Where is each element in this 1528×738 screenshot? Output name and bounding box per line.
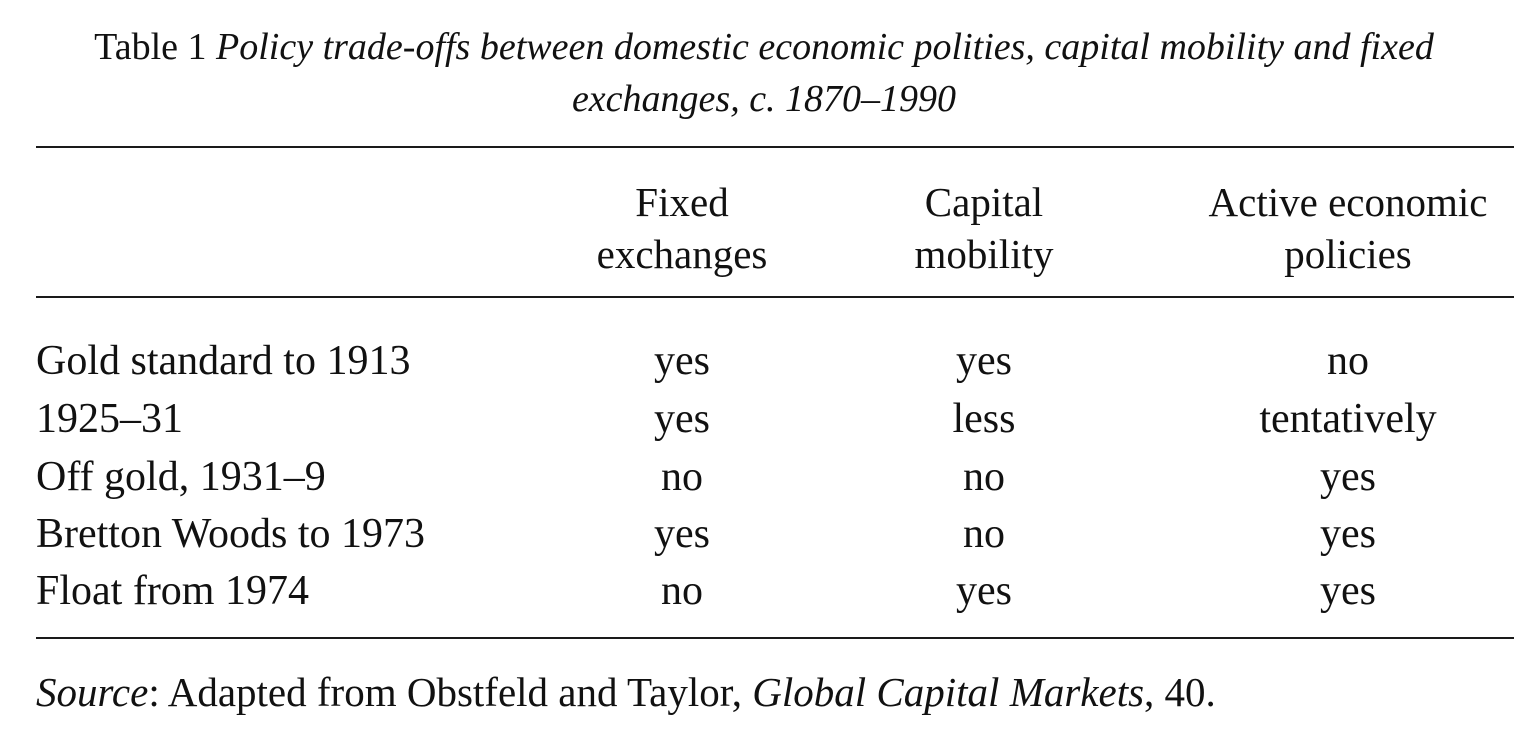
cell-fixed-exchanges: no [661, 454, 703, 500]
cell-active-policies: no [1327, 338, 1369, 384]
row-label: Gold standard to 1913 [36, 338, 411, 384]
source-text: Adapted from Obstfeld and Taylor, [159, 669, 753, 715]
table-title-part-2: exchanges, c. 1870–1990 [571, 78, 957, 120]
column-header-line: exchanges [596, 231, 768, 277]
source-page: , 40. [1144, 669, 1216, 715]
caption-line-1: Table 1 Policy trade-offs between domest… [0, 24, 1528, 70]
cell-fixed-exchanges: yes [654, 338, 710, 384]
column-header-line: policies [1284, 231, 1412, 277]
table-row: Gold standard to 1913 yes yes no [0, 333, 1528, 389]
table-row: Bretton Woods to 1973 yes no yes [0, 506, 1528, 562]
row-label: 1925–31 [36, 396, 183, 442]
column-header-capital-mobility: Capital mobility [866, 176, 1102, 280]
cell-fixed-exchanges: yes [654, 511, 710, 557]
cell-active-policies: yes [1320, 511, 1376, 557]
cell-capital-mobility: less [952, 396, 1016, 442]
cell-capital-mobility: yes [956, 568, 1012, 614]
source-book-title: Global Capital Markets [752, 669, 1145, 715]
cell-fixed-exchanges: yes [654, 396, 710, 442]
column-header-line: Fixed [635, 179, 729, 225]
column-header-line: mobility [914, 231, 1054, 277]
cell-capital-mobility: yes [956, 338, 1012, 384]
table-row: 1925–31 yes less tentatively [0, 391, 1528, 447]
table-row: Off gold, 1931–9 no no yes [0, 449, 1528, 505]
caption-line-2: exchanges, c. 1870–1990 [0, 76, 1528, 122]
cell-active-policies: tentatively [1259, 396, 1437, 442]
column-header-line: Capital [924, 179, 1044, 225]
table-title-part-1: Policy trade-offs between domestic econo… [216, 26, 1434, 68]
top-rule [36, 146, 1514, 148]
cell-capital-mobility: no [963, 511, 1005, 557]
cell-active-policies: yes [1320, 568, 1376, 614]
column-header-line: Active economic [1208, 179, 1488, 225]
row-label: Float from 1974 [36, 568, 309, 614]
cell-active-policies: yes [1320, 454, 1376, 500]
source-note: Source: Adapted from Obstfeld and Taylor… [36, 664, 1216, 720]
cell-fixed-exchanges: no [661, 568, 703, 614]
table-number: Table 1 [94, 26, 207, 68]
bottom-rule [36, 637, 1514, 639]
table-row: Float from 1974 no yes yes [0, 563, 1528, 619]
header-rule [36, 296, 1514, 298]
source-colon: : [148, 669, 160, 715]
row-label: Off gold, 1931–9 [36, 454, 326, 500]
column-header-active-economic-policies: Active economic policies [1170, 176, 1526, 280]
source-prefix: Source [36, 669, 149, 715]
cell-capital-mobility: no [963, 454, 1005, 500]
row-label: Bretton Woods to 1973 [36, 511, 426, 557]
column-header-fixed-exchanges: Fixed exchanges [562, 176, 802, 280]
